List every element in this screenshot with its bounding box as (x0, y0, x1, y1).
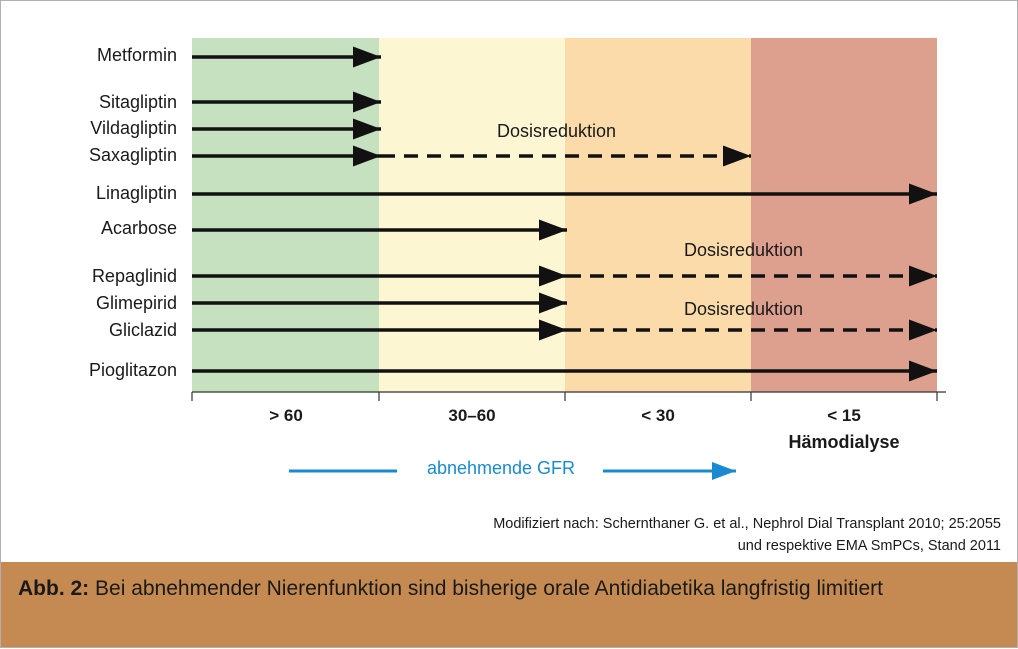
drug-label-repaglinid: Repaglinid (91, 266, 177, 286)
caption-label: Abb. 2: (18, 577, 90, 600)
dose-reduction-note-saxagliptin: Dosisreduktion (497, 121, 617, 141)
drug-label-sitagliptin: Sitagliptin (98, 92, 177, 112)
drug-label-pioglitazon: Pioglitazon (88, 360, 177, 380)
x-category-gt60: > 60 (269, 406, 303, 425)
band-gfr-lt30 (565, 38, 751, 392)
x-category-lt15: < 15 Hämodialyse (751, 403, 937, 455)
band-gfr-gt60 (192, 38, 379, 392)
drug-label-linagliptin: Linagliptin (95, 183, 177, 203)
caption-text-block: Abb. 2: Bei abnehmender Nierenfunktion s… (18, 573, 998, 604)
caption-text: Bei abnehmender Nierenfunktion sind bish… (89, 577, 883, 600)
band-gfr-30-60 (379, 38, 565, 392)
x-category-lt15-value: < 15 (827, 406, 861, 425)
source-line-2: und respektive EMA SmPCs, Stand 2011 (737, 538, 1001, 554)
x-category-lt30: < 30 (641, 406, 675, 425)
source-line-1: Modifiziert nach: Schernthaner G. et al.… (493, 516, 1001, 532)
dose-reduction-note-repaglinid: Dosisreduktion (684, 240, 804, 260)
drug-label-metformin: Metformin (96, 45, 177, 65)
x-category-30-60: 30–60 (448, 406, 496, 425)
band-gfr-lt15 (751, 38, 937, 392)
drug-label-saxagliptin: Saxagliptin (88, 145, 177, 165)
x-category-lt15-sub: Hämodialyse (788, 432, 900, 452)
drug-label-gliclazid: Gliclazid (108, 320, 177, 340)
figure-caption: Abb. 2: Bei abnehmender Nierenfunktion s… (1, 562, 1017, 647)
gfr-arrow-label: abnehmende GFR (426, 458, 576, 478)
drug-label-acarbose: Acarbose (100, 218, 177, 238)
dose-reduction-note-gliclazid: Dosisreduktion (684, 299, 804, 319)
drug-label-vildagliptin: Vildagliptin (90, 118, 177, 138)
drug-label-glimepirid: Glimepirid (95, 293, 177, 313)
